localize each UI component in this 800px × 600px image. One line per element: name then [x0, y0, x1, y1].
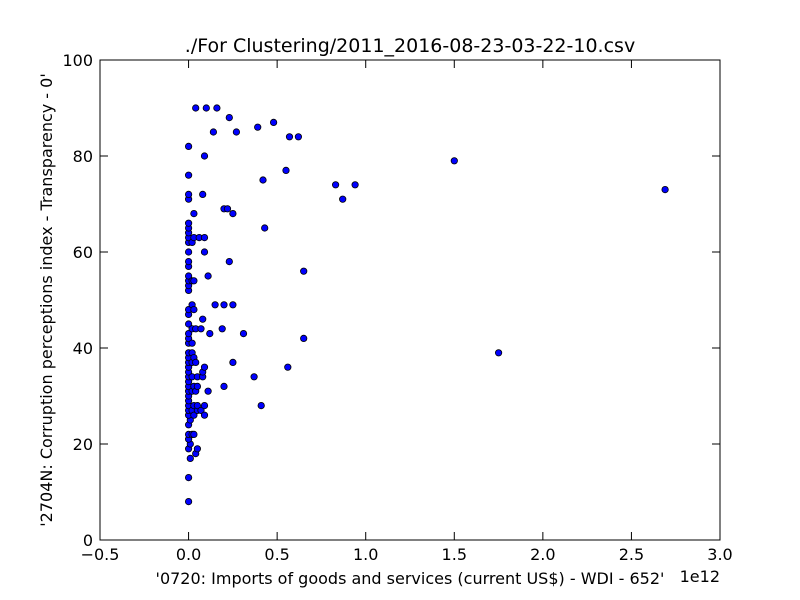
x-tick-label: 1.0: [353, 545, 378, 564]
scatter-point: [197, 325, 205, 333]
scatter-point: [200, 401, 209, 410]
scatter-point: [190, 305, 198, 314]
scatter-point: [250, 373, 258, 381]
scatter-point: [257, 401, 265, 410]
scatter-point: [185, 473, 193, 482]
scatter-point: [450, 157, 458, 165]
x-tick-label: 0.5: [264, 545, 289, 564]
scatter-point: [192, 104, 200, 112]
scatter-point: [223, 205, 232, 213]
x-tick-label: 0.0: [176, 545, 201, 564]
plot-frame: [99, 59, 721, 541]
x-axis-offset-label: 1e12: [680, 567, 720, 586]
scatter-point: [200, 363, 209, 371]
scatter-point: [193, 445, 201, 453]
scatter-point: [351, 181, 359, 189]
data-points: [185, 104, 669, 506]
scatter-point: [185, 272, 193, 280]
x-tick-label: 3.0: [707, 545, 732, 564]
scatter-point: [254, 123, 262, 131]
scatter-point: [185, 257, 193, 266]
scatter-point: [185, 171, 193, 179]
scatter-point: [300, 334, 308, 342]
scatter-point: [186, 454, 194, 462]
scatter-point: [220, 382, 228, 390]
scatter-point: [220, 301, 228, 309]
y-tick-label: 20: [73, 435, 93, 454]
scatter-point: [197, 406, 205, 414]
scatter-point: [282, 166, 290, 174]
scatter-point: [285, 133, 294, 141]
scatter-point: [190, 210, 198, 218]
x-tick-label: −0.5: [81, 545, 120, 564]
scatter-point: [209, 128, 217, 136]
scatter-point: [211, 301, 219, 309]
scatter-point: [200, 411, 209, 419]
scatter-point: [229, 210, 237, 218]
scatter-point: [192, 358, 200, 366]
scatter-point: [200, 234, 209, 242]
plot-background: [100, 60, 720, 540]
scatter-point: [300, 267, 308, 275]
scatter-point: [200, 248, 209, 256]
scatter-point: [204, 272, 212, 280]
chart-title: ./For Clustering/2011_2016-08-23-03-22-1…: [185, 35, 635, 57]
scatter-point: [202, 104, 210, 112]
scatter-point: [188, 339, 196, 347]
scatter-point: [185, 219, 193, 227]
y-axis-title: '2704N: Corruption perceptions index - T…: [37, 73, 56, 526]
scatter-point: [229, 301, 237, 309]
scatter-point: [185, 190, 193, 198]
x-tick-label: 1.5: [442, 545, 467, 564]
x-axis-ticks: −0.5 0.0 0.5 1.0 1.5 2.0 2.5 3.0: [81, 60, 733, 564]
scatter-point: [331, 181, 340, 189]
scatter-point: [204, 387, 212, 395]
y-tick-label: 80: [73, 147, 93, 166]
scatter-point: [494, 349, 503, 357]
scatter-point: [200, 152, 209, 160]
scatter-point: [185, 497, 193, 506]
scatter-point: [661, 186, 669, 194]
scatter-point: [185, 142, 193, 150]
scatter-point: [229, 358, 237, 366]
y-axis-ticks: 0 20 40 60 80 100: [62, 51, 720, 550]
plot-area: [99, 59, 721, 541]
scatter-point: [232, 128, 240, 136]
scatter-point: [193, 401, 201, 410]
scatter-point: [225, 114, 233, 122]
scatter-point: [339, 195, 347, 203]
scatter-point: [269, 118, 278, 127]
scatter-point: [185, 248, 193, 256]
scatter-point: [206, 329, 214, 338]
y-tick-label: 0: [83, 531, 93, 550]
scatter-point: [185, 320, 193, 328]
scatter-point: [225, 257, 233, 266]
scatter-point: [185, 329, 193, 338]
scatter-point: [190, 430, 198, 438]
y-tick-label: 40: [73, 339, 93, 358]
scatter-point: [239, 329, 248, 338]
scatter-point: [190, 277, 198, 285]
x-tick-label: 2.5: [619, 545, 644, 564]
y-tick-label: 60: [73, 243, 93, 262]
y-tick-label: 100: [62, 51, 93, 70]
x-axis-title: '0720: Imports of goods and services (cu…: [156, 569, 665, 588]
scatter-point: [199, 315, 207, 323]
scatter-point: [193, 382, 201, 390]
scatter-point: [213, 104, 221, 112]
scatter-point: [199, 190, 207, 198]
scatter-point: [294, 133, 302, 141]
x-tick-label: 2.0: [530, 545, 555, 564]
scatter-point: [259, 176, 267, 184]
scatter-point: [218, 325, 226, 333]
scatter-point: [190, 411, 198, 419]
scatter-point: [284, 363, 292, 371]
scatter-point: [261, 224, 269, 232]
